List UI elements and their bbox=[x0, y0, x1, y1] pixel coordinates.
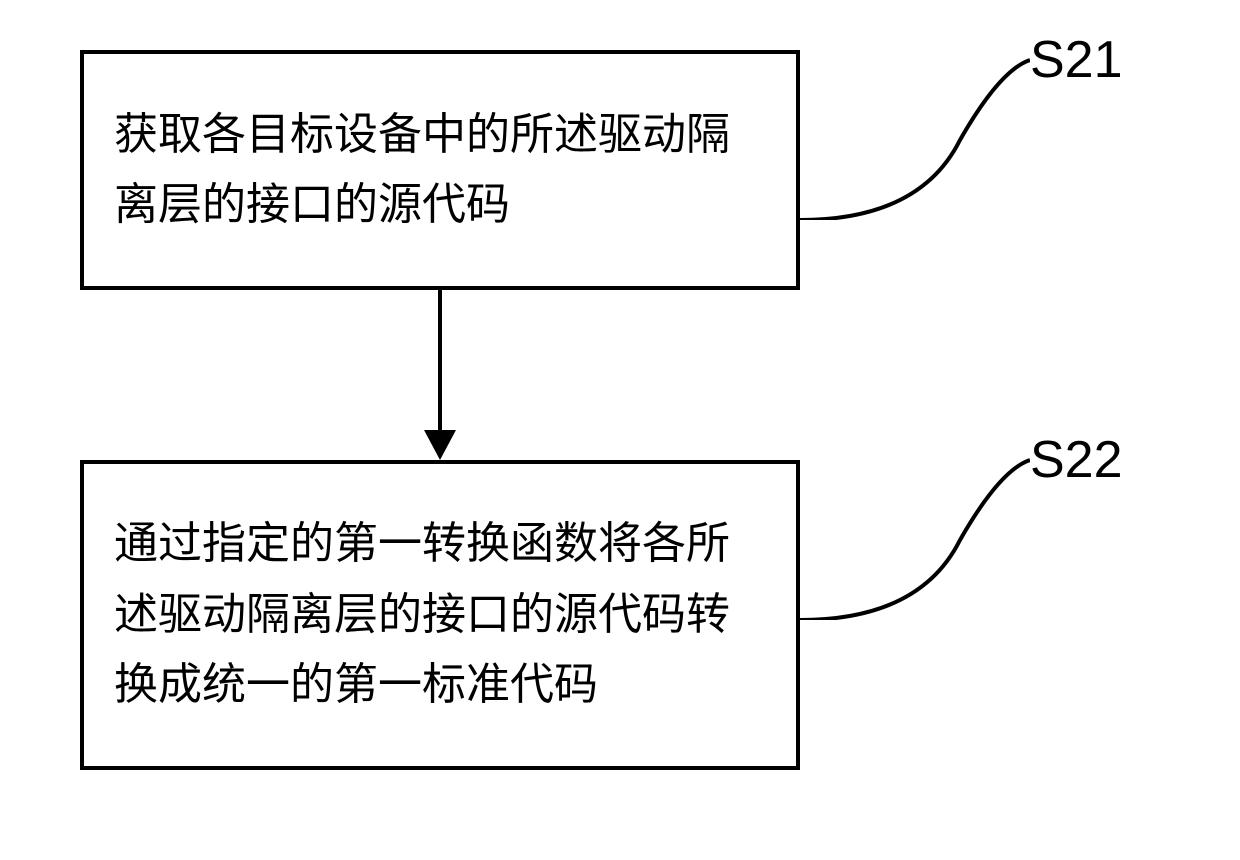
step-label-s21: S21 bbox=[1030, 30, 1123, 90]
box-text-s21: 获取各目标设备中的所述驱动隔离层的接口的源代码 bbox=[114, 100, 766, 241]
arrow-line bbox=[438, 290, 442, 438]
step-label-s22: S22 bbox=[1030, 430, 1123, 490]
box-text-s22: 通过指定的第一转换函数将各所述驱动隔离层的接口的源代码转换成统一的第一标准代码 bbox=[114, 509, 766, 720]
flowchart-container: 获取各目标设备中的所述驱动隔离层的接口的源代码 S21 通过指定的第一转换函数将… bbox=[0, 0, 1240, 860]
flowchart-box-s22: 通过指定的第一转换函数将各所述驱动隔离层的接口的源代码转换成统一的第一标准代码 bbox=[80, 460, 800, 770]
flowchart-box-s21: 获取各目标设备中的所述驱动隔离层的接口的源代码 bbox=[80, 50, 800, 290]
connector-curve-s21 bbox=[800, 50, 1030, 220]
connector-curve-s22 bbox=[800, 450, 1030, 620]
arrow-head bbox=[424, 430, 456, 460]
